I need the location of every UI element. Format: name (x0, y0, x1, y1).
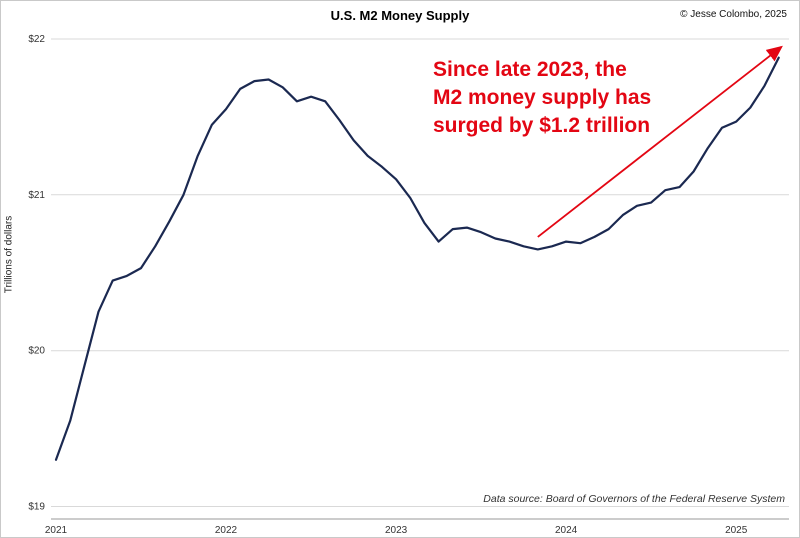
svg-text:$20: $20 (28, 346, 45, 357)
annotation-text: Since late 2023, the M2 money supply has… (433, 56, 651, 140)
annotation-line-2: M2 money supply has (433, 86, 652, 109)
chart-title: U.S. M2 Money Supply (330, 8, 470, 23)
copyright-text: © Jesse Colombo, 2025 (680, 9, 787, 20)
svg-text:2023: 2023 (385, 525, 408, 536)
svg-text:2025: 2025 (725, 525, 748, 536)
svg-text:$19: $19 (28, 502, 45, 513)
data-source-text: Data source: Board of Governors of the F… (483, 493, 785, 505)
svg-text:2021: 2021 (45, 525, 68, 536)
annotation-line-1: Since late 2023, the (433, 58, 627, 81)
svg-text:$22: $22 (28, 34, 45, 45)
svg-text:2022: 2022 (215, 525, 238, 536)
annotation-line-3: surged by $1.2 trillion (433, 114, 651, 137)
svg-text:$21: $21 (28, 190, 45, 201)
svg-text:2024: 2024 (555, 525, 578, 536)
